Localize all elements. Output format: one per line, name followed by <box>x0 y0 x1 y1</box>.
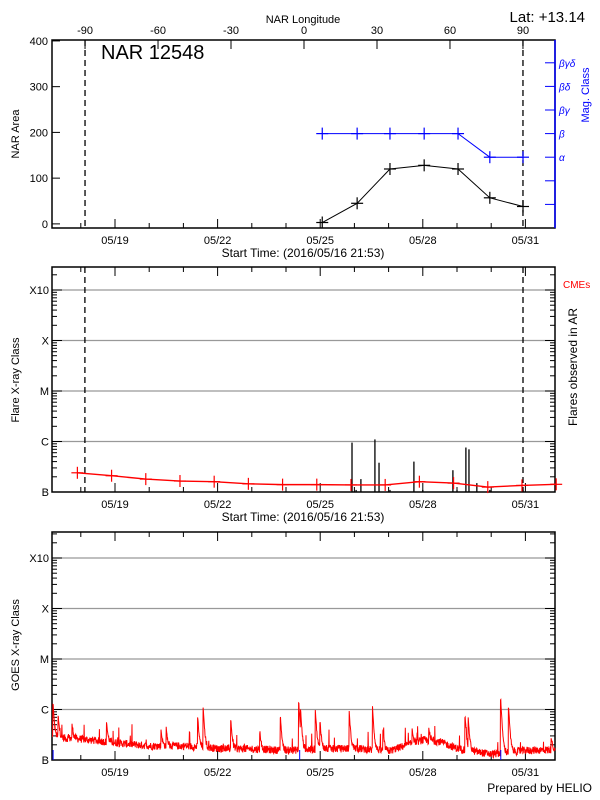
mag-class-tick-label: α <box>559 153 565 164</box>
x-tick-label: 05/31 <box>512 767 540 779</box>
x-tick-label: 05/19 <box>101 235 129 247</box>
panel-title: NAR 12548 <box>101 42 204 64</box>
y-axis-title: Flare X-ray Class <box>10 337 22 422</box>
y-axis-title: NAR Area <box>10 109 22 159</box>
longitude-axis-title: NAR Longitude <box>266 14 341 26</box>
x-tick-label: 05/25 <box>306 499 334 511</box>
y-tick-label: X <box>42 336 50 348</box>
plot-frame <box>51 39 556 229</box>
longitude-tick-label: 30 <box>371 25 383 37</box>
y-tick-label: 0 <box>42 219 48 231</box>
x-tick-label: 05/22 <box>204 235 232 247</box>
area-series-line <box>322 164 524 223</box>
x-tick-label: 05/25 <box>306 767 334 779</box>
longitude-tick-label: 0 <box>301 25 307 37</box>
y-tick-label: B <box>42 487 49 499</box>
y-tick-label: M <box>40 654 49 666</box>
x-tick-label: 05/31 <box>512 499 540 511</box>
x-axis-title: Start Time: (2016/05/16 21:53) <box>222 510 385 524</box>
y-axis-title: GOES X-ray Class <box>10 599 22 691</box>
x-tick-label: 05/25 <box>306 235 334 247</box>
y-tick-label: X10 <box>29 285 49 297</box>
mag-class-tick-label: βγδ <box>558 59 576 70</box>
plot-frame <box>51 531 556 761</box>
goes-xray-panel: B C M X X10 05/19 05/22 05/25 05/28 05/31 GOES X-r… <box>10 531 556 779</box>
x-tick-label: 05/28 <box>409 499 437 511</box>
x-tick-label: 05/28 <box>409 235 437 247</box>
x-tick-label: 05/22 <box>204 767 232 779</box>
y-tick-label: B <box>42 755 49 767</box>
x-tick-label: 05/28 <box>409 767 437 779</box>
longitude-tick-label: -30 <box>223 25 239 37</box>
mag-class-tick-label: β <box>558 130 565 141</box>
y-tick-label: 300 <box>30 82 48 94</box>
y-tick-label: X10 <box>29 553 49 565</box>
footer-prepared-by: Prepared by HELIO <box>487 781 592 795</box>
goes-flux-line <box>51 698 556 760</box>
mag-class-tick-label: βγ <box>558 106 571 117</box>
y-tick-label: M <box>40 386 49 398</box>
longitude-tick-label: 90 <box>517 25 529 37</box>
longitude-tick-label: 60 <box>444 25 456 37</box>
x-tick-label: 05/19 <box>101 499 129 511</box>
plot-frame <box>51 266 556 493</box>
y-tick-label: 200 <box>30 127 48 139</box>
flare-class-panel: B C M X X10 05/19 05/22 05/25 05/28 05/31 Start Ti… <box>10 266 590 524</box>
y-tick-label: X <box>42 604 50 616</box>
mag-class-series-line <box>322 133 524 158</box>
longitude-tick-label: -90 <box>77 25 93 37</box>
longitude-tick-label: -60 <box>150 25 166 37</box>
y-tick-label: C <box>41 437 49 449</box>
x-tick-label: 05/19 <box>101 767 129 779</box>
x-tick-label: 05/31 <box>512 235 540 247</box>
latitude-label: Lat: +13.14 <box>510 9 585 26</box>
x-axis-title: Start Time: (2016/05/16 21:53) <box>222 246 385 260</box>
mag-class-axis-title: Mag. Class <box>580 67 592 123</box>
mag-class-tick-label: βδ <box>558 82 571 93</box>
nar-area-panel: 05/19 05/22 05/25 05/28 05/31 Start Time: (20… <box>10 14 592 260</box>
x-tick-label: 05/22 <box>204 499 232 511</box>
y-tick-label: C <box>41 705 49 717</box>
cme-legend-label: CMEs <box>563 280 590 291</box>
y-tick-label: 400 <box>30 36 48 48</box>
y-tick-label: 100 <box>30 173 48 185</box>
right-axis-title: Flares observed in AR <box>566 308 580 426</box>
